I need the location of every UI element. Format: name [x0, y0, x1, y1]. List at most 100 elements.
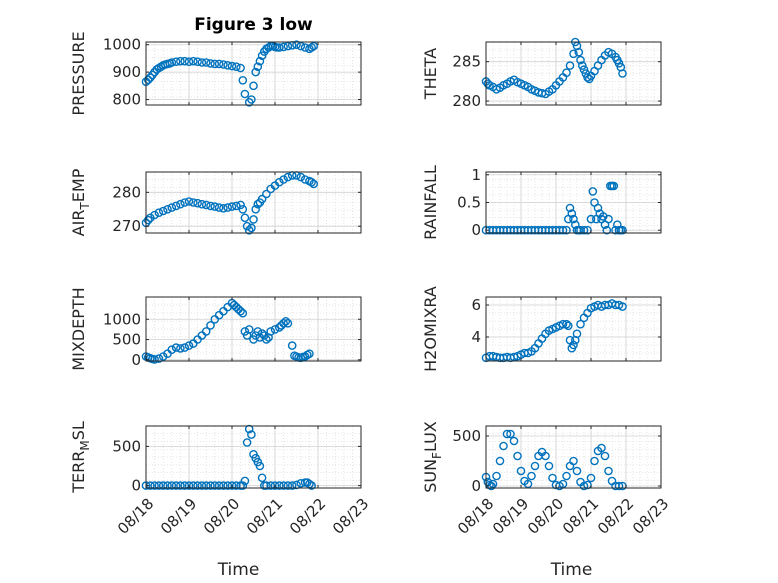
- axes-box: [145, 296, 362, 362]
- data-point: [180, 198, 189, 207]
- data-point: [544, 461, 554, 471]
- data-point: [270, 325, 280, 334]
- data-point: [193, 481, 202, 490]
- axes-box: [145, 41, 362, 106]
- data-point: [576, 319, 585, 329]
- data-point: [158, 352, 168, 361]
- data-point: [296, 172, 306, 182]
- data-point: [572, 329, 582, 339]
- data-point: [618, 302, 627, 311]
- data-point: [266, 327, 276, 336]
- y-axis-label: SUNFLUX: [421, 421, 444, 493]
- data-point: [307, 43, 316, 52]
- data-point: [231, 201, 241, 211]
- x-axis-label-left: Time: [217, 560, 260, 580]
- data-point: [548, 473, 557, 483]
- data-point: [150, 481, 159, 490]
- x-tick-label: 08/19: [157, 495, 200, 538]
- data-point: [143, 215, 153, 225]
- data-point: [158, 481, 168, 490]
- y-tick-label: 0: [471, 221, 481, 239]
- plot-area: [146, 42, 361, 105]
- data-point: [231, 62, 241, 71]
- data-point: [266, 481, 276, 490]
- data-point: [214, 481, 224, 490]
- data-point: [227, 202, 237, 211]
- data-point: [562, 68, 571, 77]
- data-point: [201, 58, 211, 67]
- data-point: [154, 208, 164, 217]
- y-axis-label: H2OMIXRA: [421, 286, 440, 372]
- figure-title: Figure 3 low: [194, 15, 313, 35]
- data-point: [238, 481, 248, 490]
- data-point: [569, 214, 578, 224]
- data-point: [255, 461, 265, 471]
- y-tick-label: 280: [112, 183, 141, 201]
- data-point: [247, 95, 256, 104]
- data-point: [567, 209, 577, 218]
- data-point: [188, 198, 198, 207]
- data-point: [562, 471, 571, 481]
- data-point: [206, 59, 215, 68]
- data-point: [206, 201, 215, 211]
- data-point: [188, 481, 198, 490]
- data-point: [236, 306, 245, 316]
- data-point: [579, 481, 589, 491]
- data-point: [210, 59, 220, 69]
- data-point: [154, 481, 164, 490]
- data-point: [502, 429, 512, 439]
- data-point: [145, 213, 155, 223]
- data-point: [184, 481, 194, 490]
- y-axis-label: MIXDEPTH: [69, 287, 88, 370]
- x-tick-label: 08/18: [114, 495, 157, 538]
- y-tick-label: 4: [471, 328, 481, 346]
- data-point: [238, 204, 248, 214]
- data-point: [283, 172, 293, 182]
- data-point: [163, 481, 172, 490]
- data-point: [238, 308, 248, 318]
- data-point: [495, 456, 505, 466]
- data-point: [600, 451, 610, 461]
- data-point: [244, 225, 254, 235]
- y-tick-label: 900: [112, 63, 141, 81]
- y-tick-label: 280: [452, 92, 481, 110]
- data-point: [143, 75, 153, 85]
- axes-box: [485, 296, 662, 362]
- data-point: [184, 341, 194, 350]
- data-point: [167, 58, 177, 67]
- data-point: [602, 225, 612, 235]
- y-tick-label: 0.5: [457, 194, 481, 212]
- data-point: [506, 429, 515, 439]
- data-point: [307, 177, 316, 187]
- data-point: [283, 481, 293, 490]
- data-point: [244, 325, 254, 334]
- data-point: [180, 56, 189, 66]
- data-point: [227, 481, 237, 490]
- subplot-theta: 280 285 THETA: [421, 37, 662, 110]
- y-axis-label: TERRMSL: [69, 421, 92, 494]
- data-point: [614, 481, 624, 491]
- data-point: [236, 63, 245, 73]
- data-point: [214, 203, 224, 212]
- x-tick-label: 08/19: [489, 495, 532, 538]
- y-axis-label: RAINFALL: [421, 165, 440, 240]
- data-point: [247, 223, 256, 233]
- data-point: [171, 481, 181, 490]
- data-point: [201, 481, 211, 490]
- y-axis-label: PRESSURE: [69, 31, 88, 115]
- data-point: [513, 451, 522, 461]
- data-point: [193, 57, 202, 67]
- y-tick-label: 1000: [103, 36, 141, 54]
- data-point: [576, 55, 585, 65]
- data-point: [251, 204, 260, 214]
- data-point: [569, 49, 578, 59]
- data-point: [253, 62, 263, 71]
- data-point: [257, 473, 267, 483]
- data-point: [176, 56, 185, 66]
- data-point: [586, 473, 596, 483]
- x-axis-label-right: Time: [550, 560, 593, 580]
- subplot-air-temp: 270 280 AIRTEMP: [69, 168, 362, 236]
- data-point: [569, 456, 578, 466]
- data-point: [274, 177, 284, 187]
- data-point: [558, 225, 568, 235]
